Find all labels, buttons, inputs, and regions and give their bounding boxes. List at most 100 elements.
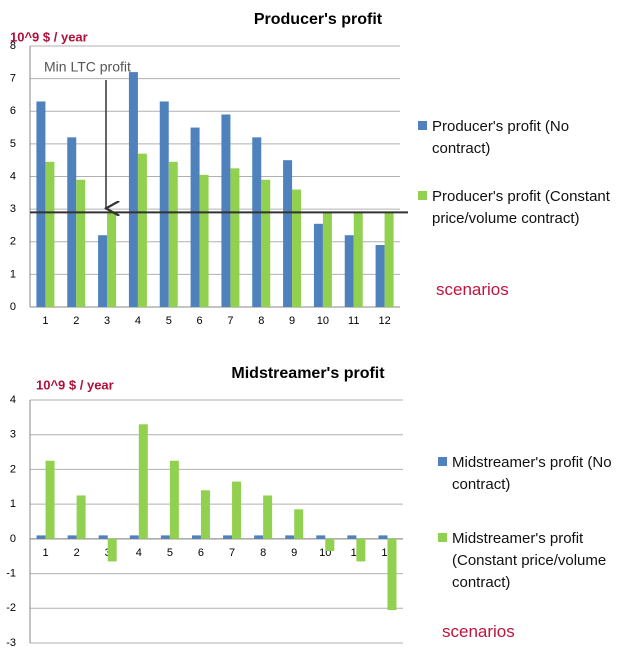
x-tick-label: 7 [227, 315, 233, 327]
bar [137, 153, 147, 307]
bar [353, 212, 363, 307]
bar [45, 161, 55, 307]
bar [292, 189, 302, 307]
bar [252, 137, 262, 307]
y-tick-label: 0 [10, 533, 16, 545]
x-tick-label: 3 [104, 315, 110, 327]
bar [190, 127, 200, 307]
bar [313, 223, 323, 307]
bar [76, 179, 86, 307]
bar [129, 535, 139, 539]
bar [168, 161, 178, 307]
bar [128, 72, 138, 307]
legend-label: Producer's profit (Constant price/volume… [432, 188, 610, 227]
bar [347, 535, 357, 539]
bar [191, 535, 201, 539]
y-tick-label: 0 [10, 301, 16, 313]
x-tick-label: 5 [167, 547, 173, 559]
bar [76, 495, 86, 539]
x-tick-label: 2 [74, 547, 80, 559]
chart-title: Producer's profit [254, 11, 383, 28]
x-tick-label: 8 [260, 547, 266, 559]
y-tick-label: 4 [10, 170, 16, 182]
x-tick-label: 1 [42, 547, 48, 559]
y-tick-label: 1 [10, 268, 16, 280]
y-tick-label: -3 [6, 637, 16, 648]
bar [232, 481, 242, 539]
legend-label: Midstreamer's profit (No contract) [452, 454, 612, 493]
x-tick-label: 11 [348, 315, 359, 327]
bar [285, 535, 295, 539]
bar [107, 212, 117, 307]
x-tick-label: 5 [166, 315, 172, 327]
legend-swatch [438, 533, 447, 542]
x-tick-label: 12 [378, 315, 390, 327]
x-tick-label: 4 [135, 315, 141, 327]
legend-swatch [418, 191, 427, 200]
y-tick-label: 1 [10, 498, 16, 510]
y-tick-label: 5 [10, 138, 16, 150]
y-tick-label: -1 [6, 567, 16, 579]
y-tick-label: -2 [6, 602, 16, 614]
y-tick-label: 7 [10, 73, 16, 85]
legend-note: scenarios [442, 622, 515, 641]
bar [138, 424, 148, 539]
x-tick-label: 2 [73, 315, 79, 327]
legend-label: Midstreamer's profit (Constant price/vol… [452, 530, 607, 591]
x-tick-label: 6 [198, 547, 204, 559]
y-axis-label: 10^9 $ / year [36, 377, 114, 392]
x-tick-label: 7 [229, 547, 235, 559]
bar [261, 179, 271, 307]
legend-swatch [438, 457, 447, 466]
bar [98, 235, 108, 307]
x-tick-label: 8 [258, 315, 264, 327]
bar [67, 137, 77, 307]
y-tick-label: 3 [10, 203, 16, 215]
bar [378, 535, 388, 539]
x-tick-label: 9 [289, 315, 295, 327]
bar [387, 538, 397, 611]
bar [169, 460, 179, 539]
legend-label: Producer's profit (No contract) [432, 118, 570, 157]
x-tick-label: 9 [291, 547, 297, 559]
bar [254, 535, 264, 539]
bar [384, 212, 394, 307]
bar [325, 538, 335, 552]
bar [221, 114, 231, 307]
bar [36, 535, 46, 539]
bar [36, 101, 46, 308]
y-tick-label: 3 [10, 429, 16, 441]
y-tick-label: 6 [10, 105, 16, 117]
bar [283, 160, 293, 307]
y-tick-label: 4 [10, 394, 16, 406]
bar [45, 460, 55, 539]
bar [344, 235, 354, 307]
bar [160, 535, 170, 539]
bar [223, 535, 233, 539]
x-tick-label: 4 [136, 547, 142, 559]
x-tick-label: 1 [42, 315, 48, 327]
y-axis-label: 10^9 $ / year [10, 29, 88, 44]
bar [159, 101, 169, 308]
chart-title: Midstreamer's profit [231, 365, 385, 382]
y-tick-label: 2 [10, 463, 16, 475]
y-tick-label: 8 [10, 40, 16, 52]
bar [199, 174, 209, 307]
bar [230, 168, 240, 307]
x-tick-label: 10 [317, 315, 329, 327]
annotation: Min LTC profit [44, 59, 131, 75]
y-tick-label: 2 [10, 236, 16, 248]
bar [356, 538, 366, 562]
x-tick-label: 6 [197, 315, 203, 327]
bar [375, 245, 385, 307]
bar [107, 538, 117, 562]
bar [67, 535, 77, 539]
bar [316, 535, 326, 539]
bar [263, 495, 273, 539]
legend-note: scenarios [436, 280, 509, 299]
bar [200, 490, 210, 539]
bar [98, 535, 108, 539]
bar [294, 509, 304, 539]
